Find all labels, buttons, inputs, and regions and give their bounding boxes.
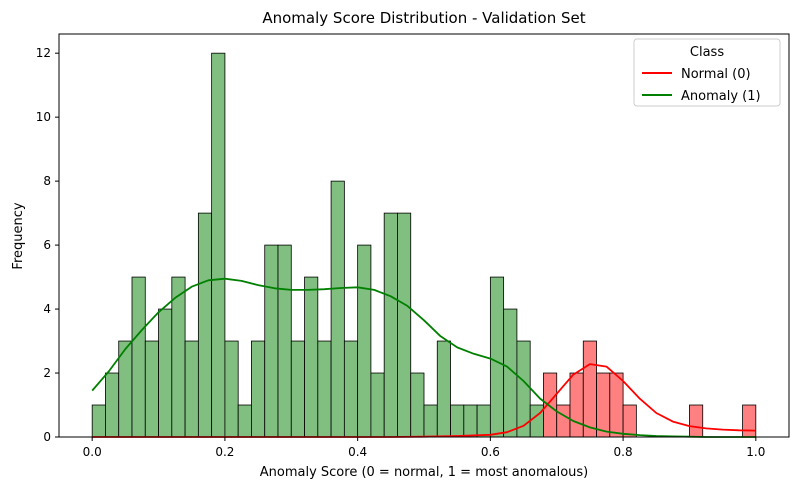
- bar-normal-39: [609, 372, 624, 438]
- plot-frame: [58, 33, 790, 438]
- bar-normal-36: [569, 372, 584, 438]
- x-tick-label: 0.8: [614, 445, 633, 459]
- bar-anomaly-30: [489, 276, 505, 438]
- bar-anomaly-4: [144, 340, 159, 438]
- bar-anomaly-15: [290, 340, 305, 438]
- y-axis-ticks: 0 2 4 6 8 10 12: [36, 46, 59, 444]
- bar-anomaly-20: [357, 244, 372, 438]
- bar-anomaly-18: [330, 180, 345, 438]
- bar-anomaly-21: [370, 372, 385, 438]
- bar-anomaly-29: [476, 404, 491, 438]
- x-tick-label: 0.6: [481, 445, 500, 459]
- y-tick-label: 10: [36, 110, 51, 124]
- bar-anomaly-8: [197, 212, 213, 438]
- bar-anomaly-3: [131, 276, 146, 438]
- bar-anomaly-19: [343, 340, 359, 438]
- legend-title: Class: [690, 45, 724, 60]
- chart-title: Anomaly Score Distribution - Validation …: [262, 9, 585, 27]
- y-tick-label: 0: [43, 430, 51, 444]
- x-tick-label: 1.0: [746, 445, 765, 459]
- bar-anomaly-1: [105, 372, 120, 438]
- bar-normal-37: [582, 340, 597, 438]
- y-tick-label: 6: [43, 238, 51, 252]
- x-tick-label: 0.0: [83, 445, 102, 459]
- y-tick-label: 4: [43, 302, 51, 316]
- legend-box: [633, 38, 781, 107]
- bar-anomaly-13: [264, 244, 279, 438]
- x-tick-label: 0.2: [215, 445, 234, 459]
- y-tick-label: 2: [43, 366, 51, 380]
- bar-anomaly-33: [529, 404, 544, 438]
- bar-anomaly-10: [224, 340, 239, 438]
- bar-anomaly-17: [317, 340, 332, 438]
- bar-anomaly-27: [450, 404, 465, 438]
- bar-normal-45: [689, 404, 704, 438]
- legend: Class Normal (0) Anomaly (1): [633, 38, 781, 107]
- bar-anomaly-24: [410, 372, 425, 438]
- bar-normal-34: [543, 372, 558, 438]
- bar-anomaly-5: [158, 308, 173, 438]
- bar-anomaly-16: [304, 276, 319, 438]
- anomaly-bars: [91, 52, 544, 438]
- bar-anomaly-28: [463, 404, 478, 438]
- x-axis-ticks: 0.0 0.2 0.4 0.6 0.8 1.0: [83, 437, 765, 459]
- bar-normal-35: [556, 404, 571, 438]
- bar-anomaly-7: [184, 340, 199, 438]
- y-tick-label: 12: [36, 46, 51, 60]
- bar-anomaly-11: [237, 404, 252, 438]
- bar-anomaly-14: [277, 244, 292, 438]
- legend-label-normal: Normal (0): [681, 67, 751, 82]
- legend-label-anomaly: Anomaly (1): [681, 89, 761, 104]
- y-axis-label: Frequency: [11, 202, 26, 269]
- bar-anomaly-0: [91, 404, 106, 438]
- bar-normal-38: [596, 372, 611, 438]
- bar-anomaly-23: [397, 212, 412, 438]
- bar-anomaly-9: [211, 52, 226, 438]
- kde-line-anomaly: [91, 277, 756, 438]
- bar-anomaly-6: [171, 276, 186, 438]
- bar-normal-49: [742, 404, 757, 438]
- bar-anomaly-22: [383, 212, 398, 438]
- bar-anomaly-26: [436, 340, 451, 438]
- bar-anomaly-12: [251, 340, 266, 438]
- bar-normal-40: [622, 404, 637, 438]
- x-tick-label: 0.4: [348, 445, 367, 459]
- x-axis-label: Anomaly Score (0 = normal, 1 = most anom…: [260, 465, 589, 480]
- y-tick-label: 8: [43, 174, 51, 188]
- bar-anomaly-25: [423, 404, 438, 438]
